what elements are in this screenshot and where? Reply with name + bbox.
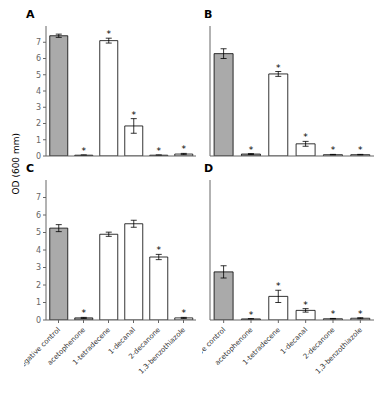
svg-text:*: * bbox=[157, 146, 162, 156]
svg-text:7: 7 bbox=[36, 38, 41, 47]
svg-text:acetophenone: acetophenone bbox=[213, 325, 255, 367]
svg-text:1-decanal: 1-decanal bbox=[107, 325, 137, 356]
svg-text:5: 5 bbox=[36, 228, 41, 237]
svg-text:*: * bbox=[249, 310, 254, 320]
svg-text:*: * bbox=[303, 132, 308, 142]
svg-text:negative control: negative control bbox=[24, 326, 62, 372]
svg-text:7: 7 bbox=[36, 193, 41, 202]
svg-text:*: * bbox=[358, 145, 363, 155]
svg-text:*: * bbox=[82, 146, 87, 156]
svg-text:*: * bbox=[182, 144, 187, 154]
svg-text:4: 4 bbox=[36, 246, 41, 255]
svg-text:0: 0 bbox=[36, 316, 41, 325]
svg-text:*: * bbox=[276, 281, 281, 291]
svg-text:negative control: negative control bbox=[202, 326, 227, 372]
svg-text:*: * bbox=[249, 145, 254, 155]
svg-text:2: 2 bbox=[36, 119, 41, 128]
svg-text:6: 6 bbox=[36, 211, 41, 220]
svg-text:2-decanone: 2-decanone bbox=[301, 325, 337, 361]
svg-text:3: 3 bbox=[36, 103, 41, 112]
svg-text:*: * bbox=[132, 110, 137, 120]
svg-text:*: * bbox=[303, 300, 308, 310]
svg-text:1,3-benzothiazole: 1,3-benzothiazole bbox=[314, 326, 364, 376]
svg-text:6: 6 bbox=[36, 54, 41, 63]
svg-text:acetophenone: acetophenone bbox=[45, 325, 87, 367]
svg-text:*: * bbox=[157, 245, 162, 255]
svg-text:1-decanal: 1-decanal bbox=[279, 325, 310, 356]
svg-text:*: * bbox=[331, 145, 336, 155]
html-text:OD (600 mm): OD (600 mm) bbox=[11, 133, 21, 195]
svg-text:2-decanone: 2-decanone bbox=[127, 325, 162, 361]
svg-text:1-tetradecene: 1-tetradecene bbox=[241, 326, 282, 367]
html-text:B: B bbox=[204, 8, 213, 21]
svg-text:4: 4 bbox=[36, 87, 41, 96]
svg-text:*: * bbox=[331, 309, 336, 319]
svg-text:*: * bbox=[276, 63, 281, 73]
svg-text:*: * bbox=[182, 308, 187, 318]
html-text:D: D bbox=[204, 162, 214, 175]
html-text:A: A bbox=[26, 8, 35, 21]
html-text:C: C bbox=[26, 162, 35, 175]
svg-text:1: 1 bbox=[36, 136, 41, 145]
svg-text:3: 3 bbox=[36, 263, 41, 272]
svg-text:5: 5 bbox=[36, 71, 41, 80]
svg-text:1-tetradecene: 1-tetradecene bbox=[71, 326, 112, 367]
svg-text:*: * bbox=[82, 308, 87, 318]
svg-text:2: 2 bbox=[36, 281, 41, 290]
svg-text:1: 1 bbox=[36, 298, 41, 307]
svg-text:0: 0 bbox=[36, 152, 41, 161]
svg-text:*: * bbox=[358, 309, 363, 319]
svg-text:*: * bbox=[107, 29, 112, 39]
svg-text:1,3-benzothiazole: 1,3-benzothiazole bbox=[137, 326, 187, 376]
